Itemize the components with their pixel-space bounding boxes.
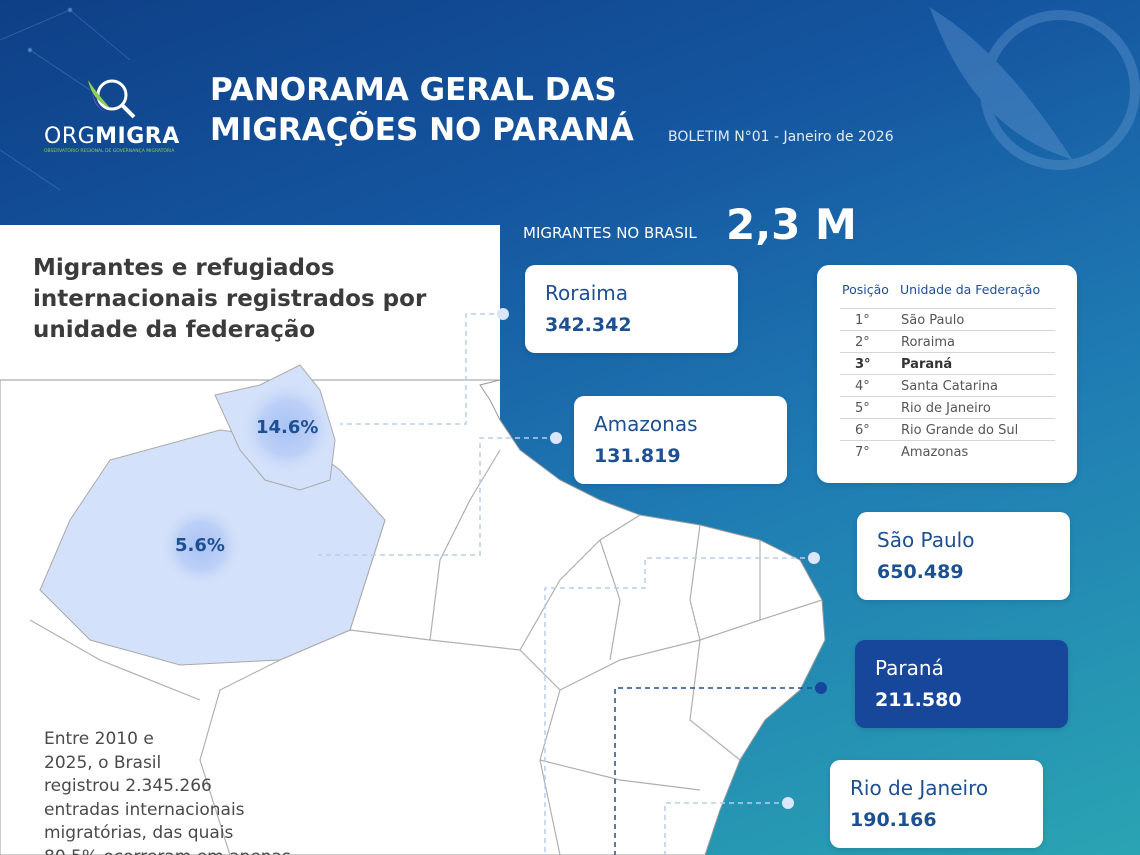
rank: 1°: [855, 313, 870, 328]
stat-card: Rio de Janeiro 190.166: [830, 760, 1043, 848]
table-row: 5° Rio de Janeiro: [840, 396, 1055, 419]
table-row: 3° Paraná: [840, 352, 1055, 375]
logo-icon: [88, 79, 136, 119]
card-name: São Paulo: [877, 528, 975, 552]
state-name: Santa Catarina: [901, 379, 998, 394]
stat-card: Roraima 342.342: [525, 265, 738, 353]
table-header: Unidade da Federação: [900, 282, 1041, 297]
logo-org: ORG: [44, 124, 96, 149]
body-line: 2025, o Brasil: [44, 752, 162, 773]
stat-card: Amazonas 131.819: [574, 396, 787, 484]
total-value: 2,3 M: [726, 200, 857, 249]
title: PANORAMA GERAL DAS MIGRAÇÕES NO PARANÁ: [210, 70, 634, 150]
section-title: Migrantes e refugiados internacionais re…: [33, 255, 427, 343]
state-name: Paraná: [901, 357, 953, 372]
card-value: 650.489: [877, 561, 964, 583]
table-row: 1° São Paulo: [840, 308, 1055, 331]
connector-dot: [815, 682, 827, 694]
body-text: Entre 2010 e 2025, o Brasil registrou 2.34…: [44, 728, 291, 855]
connector-dots: [497, 308, 820, 809]
card-value: 211.580: [875, 689, 962, 711]
table-row: 4° Santa Catarina: [840, 374, 1055, 397]
card-name: Paraná: [875, 656, 944, 680]
state-name: Rio de Janeiro: [901, 401, 991, 416]
card-name: Rio de Janeiro: [850, 776, 989, 800]
body-line: Entre 2010 e: [44, 729, 154, 749]
body-line: entradas internacionais: [44, 799, 245, 820]
rank: 5°: [855, 401, 870, 416]
bubble: [241, 382, 333, 474]
rank: 6°: [855, 423, 870, 438]
body-line: registrou 2.345.266: [44, 776, 212, 796]
rank: 4°: [855, 379, 870, 394]
title-line: PANORAMA GERAL DAS: [210, 72, 617, 108]
rank: 3°: [855, 357, 871, 372]
rank: 7°: [855, 445, 870, 460]
body-line: migratórias, das quais: [44, 823, 234, 843]
table-header: Posição: [842, 282, 889, 297]
card-value: 342.342: [545, 314, 632, 336]
ranking-table: Posição Unidade da Federação 1° São Paulo…: [817, 265, 1077, 483]
bubble: [161, 506, 241, 586]
card-value: 131.819: [594, 445, 681, 467]
logo-migra: MIGRA: [95, 124, 180, 149]
watermark-logo: [929, 6, 1140, 170]
card-value: 190.166: [850, 809, 937, 831]
network-decoration: [0, 7, 131, 191]
state-name: São Paulo: [901, 313, 965, 328]
table-row: 7° Amazonas: [840, 440, 1055, 463]
card-name: Roraima: [545, 281, 629, 305]
connector-parana: [614, 687, 821, 855]
state-name: Rio Grande do Sul: [901, 423, 1019, 438]
map-label: 14.6%: [256, 417, 319, 438]
title-line: MIGRAÇÕES NO PARANÁ: [210, 112, 634, 148]
connectors: [318, 313, 814, 855]
bulletin: BOLETIM N°01 - Janeiro de 2026: [668, 129, 894, 145]
body-line: 80,5% ocorreram em apenas: [44, 846, 291, 855]
rank: 2°: [855, 335, 870, 350]
card-name: Amazonas: [594, 412, 698, 436]
total-label: MIGRANTES NO BRASIL: [523, 224, 697, 242]
table-row: 2° Roraima: [840, 330, 1055, 353]
state-name: Amazonas: [901, 445, 969, 460]
stat-card: São Paulo 650.489: [857, 512, 1070, 600]
table-row: 6° Rio Grande do Sul: [840, 418, 1055, 441]
logo-subtitle: OBSERVATÓRIO REGIONAL DE GOVERNANÇA MIGR…: [44, 149, 175, 154]
state-name: Roraima: [901, 335, 955, 350]
stat-card: Paraná 211.580: [855, 640, 1068, 728]
logo-text: ORGMIGRA: [44, 124, 180, 149]
map-label: 5.6%: [175, 535, 225, 556]
